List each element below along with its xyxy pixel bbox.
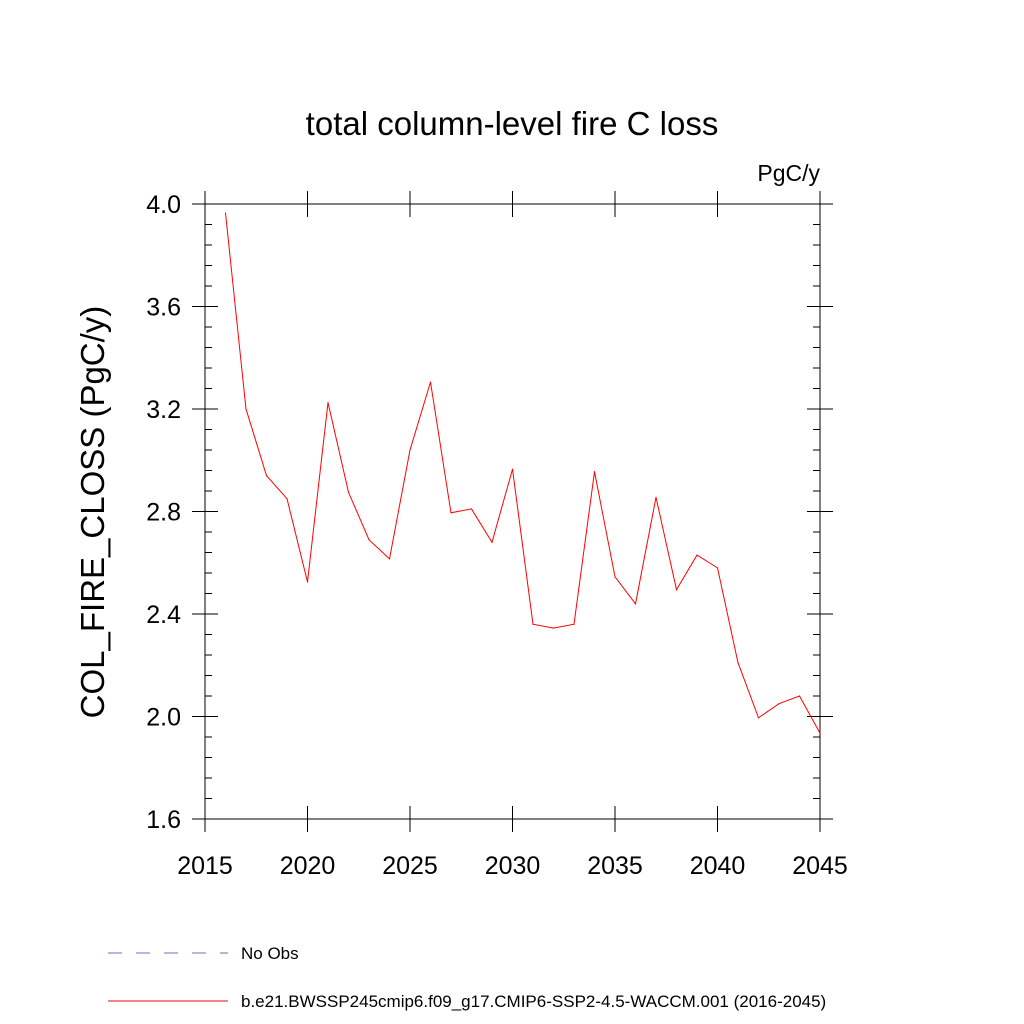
units-label: PgC/y [757, 160, 820, 186]
data-point [655, 496, 657, 499]
x-tick-label: 2045 [792, 852, 848, 880]
x-tick-label: 2040 [690, 852, 746, 880]
legend-label-model-run: b.e21.BWSSP245cmip6.f09_g17.CMIP6-SSP2-4… [241, 992, 826, 1011]
data-point [286, 498, 288, 500]
y-axis-label: COL_FIRE_CLOSS (PgC/y) [74, 306, 111, 719]
x-axis-ticks [204, 191, 821, 832]
series-line [225, 212, 821, 734]
y-tick-label: 2.8 [146, 499, 181, 527]
data-point [593, 471, 596, 473]
data-point [409, 449, 411, 451]
data-point [511, 468, 514, 470]
data-point [798, 695, 801, 697]
chart-title: total column-level fire C loss [306, 105, 719, 142]
legend-label-no-obs: No Obs [241, 944, 299, 963]
data-point [614, 576, 616, 578]
data-point [552, 627, 555, 629]
y-tick-label: 3.2 [146, 396, 181, 424]
y-tick-labels: 1.6 2.0 2.4 2.8 3.2 3.6 4.0 [146, 191, 181, 834]
data-point [696, 554, 698, 556]
data-point [224, 212, 227, 214]
data-point [532, 623, 534, 625]
y-tick-label: 1.6 [146, 806, 181, 834]
data-point [245, 408, 247, 410]
data-point [675, 589, 678, 591]
legend: No Obs b.e21.BWSSP245cmip6.f09_g17.CMIP6… [108, 944, 826, 1011]
x-tick-label: 2035 [587, 852, 643, 880]
data-point [716, 567, 719, 569]
x-tick-label: 2030 [485, 852, 541, 880]
y-axis-ticks [192, 203, 833, 820]
data-point [491, 541, 493, 543]
x-tick-label: 2020 [280, 852, 336, 880]
x-tick-label: 2015 [177, 852, 233, 880]
data-point [388, 558, 391, 560]
data-point [470, 508, 473, 510]
data-point [368, 539, 370, 541]
data-point [429, 381, 432, 383]
y-tick-label: 3.6 [146, 294, 181, 322]
data-point [573, 623, 575, 625]
data-point [819, 732, 821, 734]
data-point [265, 475, 268, 477]
x-tick-labels: 2015 2020 2025 2030 2035 2040 2045 [177, 852, 848, 880]
data-point [737, 662, 739, 664]
y-tick-label: 2.0 [146, 704, 181, 732]
data-point [347, 491, 350, 493]
data-point [450, 512, 452, 514]
series-group [224, 212, 821, 734]
y-tick-label: 4.0 [146, 191, 181, 219]
y-tick-label: 2.4 [146, 601, 181, 629]
data-point [757, 717, 760, 719]
x-tick-label: 2025 [382, 852, 438, 880]
data-point [327, 401, 329, 404]
data-point [306, 581, 309, 583]
plot-frame [204, 203, 821, 820]
data-point [634, 603, 637, 605]
data-point [778, 703, 780, 705]
